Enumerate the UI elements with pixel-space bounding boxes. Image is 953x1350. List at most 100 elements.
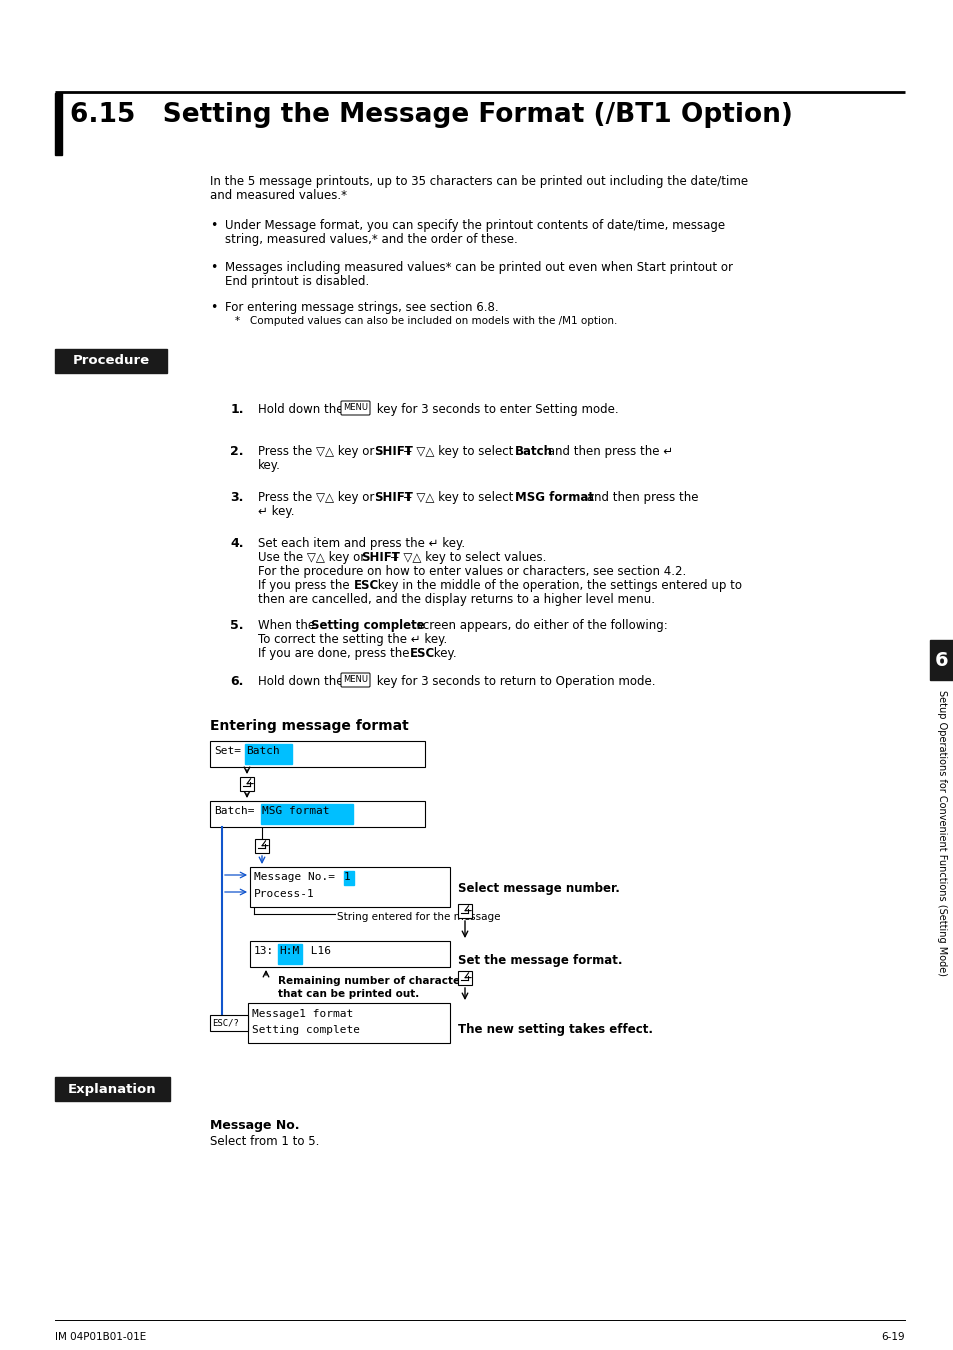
Text: ↵ key.: ↵ key. [257,505,294,518]
Text: MENU: MENU [343,675,368,684]
Text: Remaining number of characters: Remaining number of characters [277,976,471,986]
Text: Messages including measured values* can be printed out even when Start printout : Messages including measured values* can … [225,261,732,274]
Text: Use the ▽△ key or: Use the ▽△ key or [257,551,369,564]
Text: and then press the ↵: and then press the ↵ [543,446,673,458]
Text: key.: key. [430,647,456,660]
Bar [248,1003,450,1044]
Text: L16: L16 [304,946,331,956]
Text: MSG format: MSG format [515,491,594,504]
Text: 6: 6 [934,651,948,670]
Text: 1.: 1. [231,404,244,416]
Text: SHIFT: SHIFT [374,446,413,458]
Text: key.: key. [257,459,280,472]
Bar [254,838,269,853]
Text: + ▽△ key to select: + ▽△ key to select [398,446,517,458]
Text: MSG format: MSG format [262,806,329,815]
Bar [250,941,450,967]
Text: Message1 format: Message1 format [252,1008,353,1019]
Text: and then press the: and then press the [582,491,698,504]
Text: If you press the: If you press the [257,579,353,593]
Text: Select message number.: Select message number. [457,882,619,895]
Text: Entering message format: Entering message format [210,720,408,733]
Text: SHIFT: SHIFT [360,551,399,564]
Text: MENU: MENU [343,404,368,413]
Text: When the: When the [257,620,318,632]
Text: Hold down the: Hold down the [257,404,347,416]
Bar [55,350,167,373]
Bar [457,904,472,918]
Bar [261,805,353,823]
Text: If you are done, press the: If you are done, press the [257,647,413,660]
Text: Batch=: Batch= [213,806,254,815]
Text: ESC/?: ESC/? [212,1018,238,1027]
Bar [929,640,953,680]
Text: Press the ▽△ key or: Press the ▽△ key or [257,491,377,504]
Bar [457,971,472,986]
Text: + ▽△ key to select: + ▽△ key to select [398,491,517,504]
Text: Setting complete: Setting complete [311,620,424,632]
Text: Set the message format.: Set the message format. [457,954,622,967]
Text: 6.: 6. [231,675,244,688]
Text: Procedure: Procedure [72,355,150,367]
Text: 4.: 4. [231,537,244,549]
Text: *   Computed values can also be included on models with the /M1 option.: * Computed values can also be included o… [234,316,617,325]
FancyBboxPatch shape [340,674,370,687]
Text: then are cancelled, and the display returns to a higher level menu.: then are cancelled, and the display retu… [257,593,655,606]
Text: In the 5 message printouts, up to 35 characters can be printed out including the: In the 5 message printouts, up to 35 cha… [210,176,747,188]
Bar [277,944,302,964]
Text: •: • [210,219,217,232]
Text: Setup Operations for Convenient Functions (Setting Mode): Setup Operations for Convenient Function… [936,690,946,976]
Text: 3.: 3. [231,491,244,504]
Text: Set each item and press the ↵ key.: Set each item and press the ↵ key. [257,537,465,549]
Bar [210,1015,248,1031]
Text: For entering message strings, see section 6.8.: For entering message strings, see sectio… [225,301,498,315]
Text: screen appears, do either of the following:: screen appears, do either of the followi… [413,620,667,632]
Text: Press the ▽△ key or: Press the ▽△ key or [257,446,377,458]
Text: 13:: 13: [253,946,274,956]
Text: Set=: Set= [213,747,241,756]
Bar [250,867,450,907]
Text: End printout is disabled.: End printout is disabled. [225,275,369,288]
Text: 6-19: 6-19 [881,1332,904,1342]
Text: 5.: 5. [231,620,244,632]
Bar [210,741,424,767]
Text: SHIFT: SHIFT [374,491,413,504]
Text: Under Message format, you can specify the printout contents of date/time, messag: Under Message format, you can specify th… [225,219,724,232]
Text: key in the middle of the operation, the settings entered up to: key in the middle of the operation, the … [374,579,741,593]
FancyBboxPatch shape [340,401,370,414]
Text: •: • [210,261,217,274]
Bar [245,744,292,764]
Text: IM 04P01B01-01E: IM 04P01B01-01E [55,1332,146,1342]
Bar [55,93,62,155]
Text: 1: 1 [344,872,351,882]
Bar [240,778,253,791]
Text: H:M: H:M [278,946,299,956]
Text: For the procedure on how to enter values or characters, see section 4.2.: For the procedure on how to enter values… [257,566,685,578]
Text: string, measured values,* and the order of these.: string, measured values,* and the order … [225,234,517,246]
Text: ESC: ESC [410,647,435,660]
Text: •: • [210,301,217,315]
Text: Setting complete: Setting complete [252,1025,359,1035]
Text: + ▽△ key to select values.: + ▽△ key to select values. [386,551,546,564]
Text: 6.15   Setting the Message Format (/BT1 Option): 6.15 Setting the Message Format (/BT1 Op… [70,103,792,128]
Text: Select from 1 to 5.: Select from 1 to 5. [210,1135,319,1148]
Text: String entered for the message: String entered for the message [336,913,500,922]
Bar [55,1077,170,1102]
Text: and measured values.*: and measured values.* [210,189,347,202]
Bar [210,801,424,828]
Text: 2.: 2. [231,446,244,458]
Text: key for 3 seconds to return to Operation mode.: key for 3 seconds to return to Operation… [373,675,655,688]
Text: Batch: Batch [515,446,553,458]
Text: Message No.=: Message No.= [253,872,335,882]
Text: Hold down the: Hold down the [257,675,347,688]
Text: To correct the setting the ↵ key.: To correct the setting the ↵ key. [257,633,447,647]
Text: Batch: Batch [246,747,279,756]
Bar [344,871,354,886]
Text: Process-1: Process-1 [253,890,314,899]
Text: Explanation: Explanation [68,1083,156,1095]
Text: that can be printed out.: that can be printed out. [277,990,418,999]
Text: key for 3 seconds to enter Setting mode.: key for 3 seconds to enter Setting mode. [373,404,618,416]
Text: The new setting takes effect.: The new setting takes effect. [457,1023,652,1035]
Text: Message No.: Message No. [210,1119,299,1133]
Text: ESC: ESC [354,579,379,593]
